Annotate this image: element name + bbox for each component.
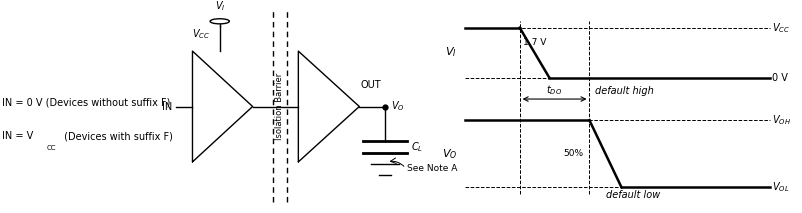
Text: $V_{CC}$: $V_{CC}$ [192,27,210,41]
Text: OUT: OUT [361,80,382,90]
Text: $V_I$: $V_I$ [445,45,457,59]
Text: $t_{DO}$: $t_{DO}$ [546,84,562,97]
Text: IN = 0 V (Devices without suffix F): IN = 0 V (Devices without suffix F) [2,97,170,107]
Text: $V_O$: $V_O$ [391,100,405,113]
Text: Isolation Barrier: Isolation Barrier [275,73,285,140]
Text: $V_{OH}$: $V_{OH}$ [772,114,792,127]
Text: See Note A: See Note A [407,164,458,173]
Text: $V_{OL}$: $V_{OL}$ [772,181,790,194]
Text: IN: IN [162,102,172,111]
Text: $C_L$: $C_L$ [411,140,423,154]
Text: default low: default low [606,190,661,200]
Text: $V_{CC}$: $V_{CC}$ [772,21,791,35]
Text: default high: default high [595,86,654,95]
Text: 50%: 50% [564,149,584,158]
Text: $V_O$: $V_O$ [442,147,457,161]
Text: (Devices with suffix F): (Devices with suffix F) [61,131,172,141]
Text: 0 V: 0 V [772,73,788,83]
Text: CC: CC [47,145,56,151]
Text: IN = V: IN = V [2,131,33,141]
Text: $V_I$: $V_I$ [214,0,225,13]
Text: 1.7 V: 1.7 V [523,38,546,47]
